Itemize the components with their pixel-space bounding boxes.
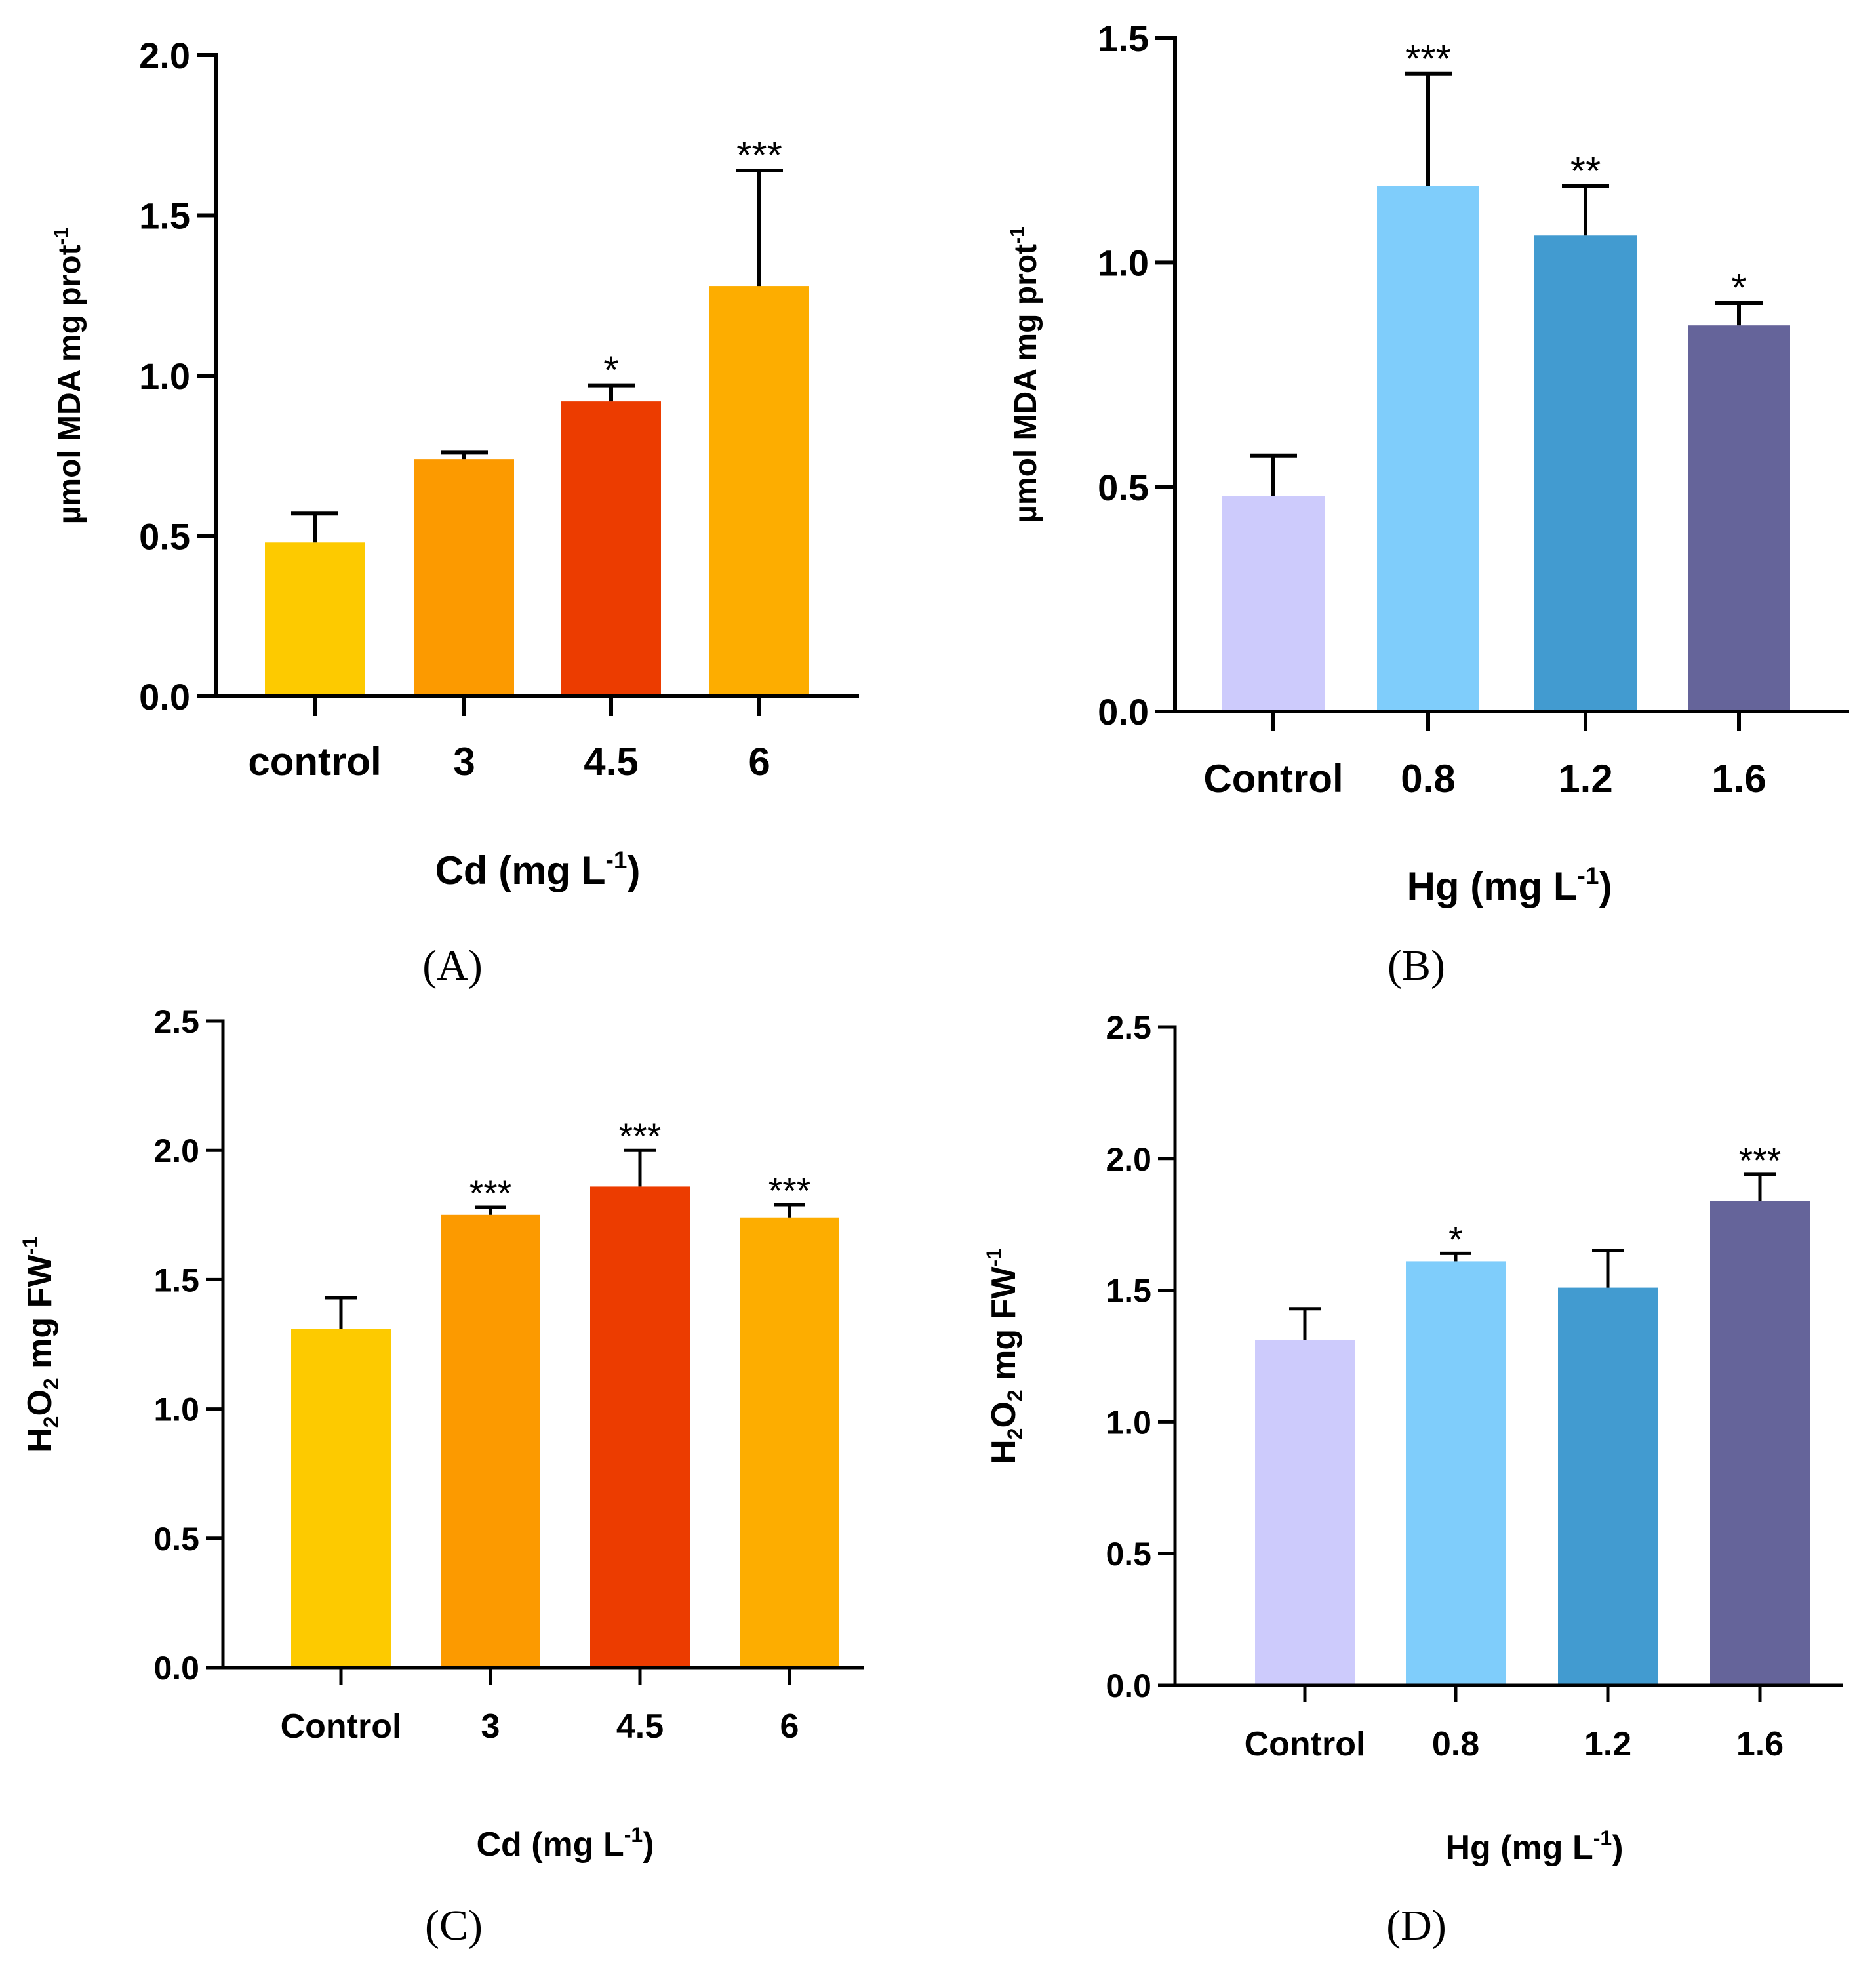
significance-b-4: * <box>1731 266 1746 310</box>
error-bar-d-4 <box>1744 1172 1776 1201</box>
error-bar-c-2 <box>475 1205 506 1215</box>
error-bar-b-1 <box>1250 453 1297 496</box>
error-bar-d-2 <box>1440 1251 1471 1262</box>
y-tick-label-b-0: 0.0 <box>1098 691 1149 732</box>
significance-d-2: * <box>1448 1219 1462 1260</box>
x-axis-title-b: Hg (mg L-1) <box>1407 862 1612 908</box>
y-tick-label-c-4: 2.0 <box>153 1132 199 1169</box>
panel-label-a: (A) <box>422 942 483 990</box>
y-tick-label-a-1: 0.5 <box>139 516 190 557</box>
error-bar-a-3 <box>588 383 635 402</box>
y-tick-label-d-3: 1.5 <box>1106 1273 1151 1310</box>
x-tick-label-a-1: control <box>248 740 381 784</box>
significance-d-4: *** <box>1739 1140 1781 1181</box>
significance-a-4: *** <box>736 133 782 177</box>
bar-d-4 <box>1710 1201 1810 1685</box>
y-tick-label-b-2: 1.0 <box>1098 242 1149 283</box>
x-tick-label-d-1: Control <box>1245 1725 1366 1763</box>
y-tick-label-c-5: 2.5 <box>153 1003 199 1040</box>
error-bar-b-2 <box>1405 71 1452 186</box>
y-tick-label-c-1: 0.5 <box>153 1521 199 1557</box>
x-tick-label-c-3: 4.5 <box>616 1708 664 1746</box>
bar-c-3 <box>590 1186 690 1668</box>
y-tick-label-c-3: 1.5 <box>153 1262 199 1298</box>
significance-b-3: ** <box>1570 149 1601 193</box>
y-tick-label-b-1: 0.5 <box>1098 467 1149 508</box>
y-axis-title-a: µmol MDA mg prot-1 <box>50 228 87 525</box>
y-axis-title-d: H2O2 mg FW-1 <box>982 1248 1027 1464</box>
error-bar-b-4 <box>1715 300 1763 326</box>
bar-d-3 <box>1558 1287 1658 1685</box>
x-tick-label-c-2: 3 <box>481 1708 500 1746</box>
significance-c-3: *** <box>619 1116 661 1157</box>
bar-b-2 <box>1377 186 1479 711</box>
significance-b-2: *** <box>1405 37 1451 81</box>
error-bar-c-4 <box>774 1203 805 1218</box>
y-tick-label-a-2: 1.0 <box>139 355 190 397</box>
bar-b-3 <box>1534 235 1637 712</box>
y-tick-label-d-5: 2.5 <box>1106 1009 1151 1046</box>
bar-a-2 <box>414 459 514 696</box>
y-tick-label-a-4: 2.0 <box>139 35 190 76</box>
significance-c-4: *** <box>768 1171 810 1211</box>
x-tick-label-a-4: 6 <box>748 740 770 784</box>
y-axis-title-c: H2O2 mg FW-1 <box>18 1236 63 1452</box>
x-tick-label-b-4: 1.6 <box>1711 757 1766 801</box>
significance-c-2: *** <box>469 1173 511 1214</box>
x-tick-label-a-2: 3 <box>453 740 475 784</box>
x-tick-label-c-1: Control <box>281 1708 402 1746</box>
y-tick-label-c-0: 0.0 <box>153 1650 199 1687</box>
y-tick-label-d-0: 0.0 <box>1106 1668 1151 1704</box>
y-tick-label-d-2: 1.0 <box>1106 1404 1151 1441</box>
y-tick-label-c-2: 1.0 <box>153 1391 199 1428</box>
x-axis-title-c: Cd (mg L-1) <box>476 1823 654 1864</box>
error-bar-a-1 <box>291 511 338 543</box>
y-tick-label-a-0: 0.0 <box>139 676 190 717</box>
x-tick-label-b-2: 0.8 <box>1401 757 1455 801</box>
x-tick-label-a-3: 4.5 <box>584 740 638 784</box>
bar-c-2 <box>441 1214 540 1668</box>
error-bar-d-3 <box>1592 1249 1624 1288</box>
chart-panel-c: *** *** *** 0.0 0.5 1.0 1.5 2.0 2.5 Control 3 4.5 6 C… <box>18 1003 864 1950</box>
x-tick-label-d-3: 1.2 <box>1584 1725 1631 1763</box>
x-tick-label-d-2: 0.8 <box>1432 1725 1479 1763</box>
panel-label-b: (B) <box>1387 942 1445 990</box>
error-bar-c-3 <box>624 1148 656 1187</box>
x-tick-label-b-1: Control <box>1203 757 1343 801</box>
y-tick-label-b-3: 1.5 <box>1098 18 1149 59</box>
y-tick-label-a-3: 1.5 <box>139 195 190 237</box>
error-bar-c-1 <box>325 1296 357 1329</box>
y-tick-label-d-4: 2.0 <box>1106 1141 1151 1178</box>
bar-c-4 <box>740 1217 839 1668</box>
bar-d-1 <box>1255 1340 1355 1685</box>
panel-label-c: (C) <box>425 1902 483 1950</box>
panel-label-d: (D) <box>1386 1902 1447 1950</box>
bar-a-4 <box>709 286 809 697</box>
significance-a-3: * <box>603 348 618 392</box>
error-bar-b-3 <box>1562 184 1609 236</box>
error-bar-a-4 <box>736 169 783 287</box>
bar-b-4 <box>1688 325 1790 712</box>
x-tick-label-d-4: 1.6 <box>1736 1725 1784 1763</box>
y-tick-label-d-1: 0.5 <box>1106 1536 1151 1572</box>
x-axis-title-d: Hg (mg L-1) <box>1445 1826 1623 1867</box>
x-tick-label-b-3: 1.2 <box>1558 757 1612 801</box>
error-bar-a-2 <box>441 450 488 460</box>
y-axis-title-b: µmol MDA mg prot-1 <box>1007 226 1043 523</box>
bar-b-1 <box>1222 496 1325 711</box>
bar-a-3 <box>561 401 661 696</box>
bar-c-1 <box>291 1329 391 1668</box>
error-bar-d-1 <box>1289 1307 1321 1340</box>
x-axis-title-a: Cd (mg L-1) <box>435 847 641 892</box>
bar-d-2 <box>1406 1261 1506 1685</box>
bar-a-1 <box>265 542 365 696</box>
x-tick-label-c-4: 6 <box>780 1708 799 1746</box>
